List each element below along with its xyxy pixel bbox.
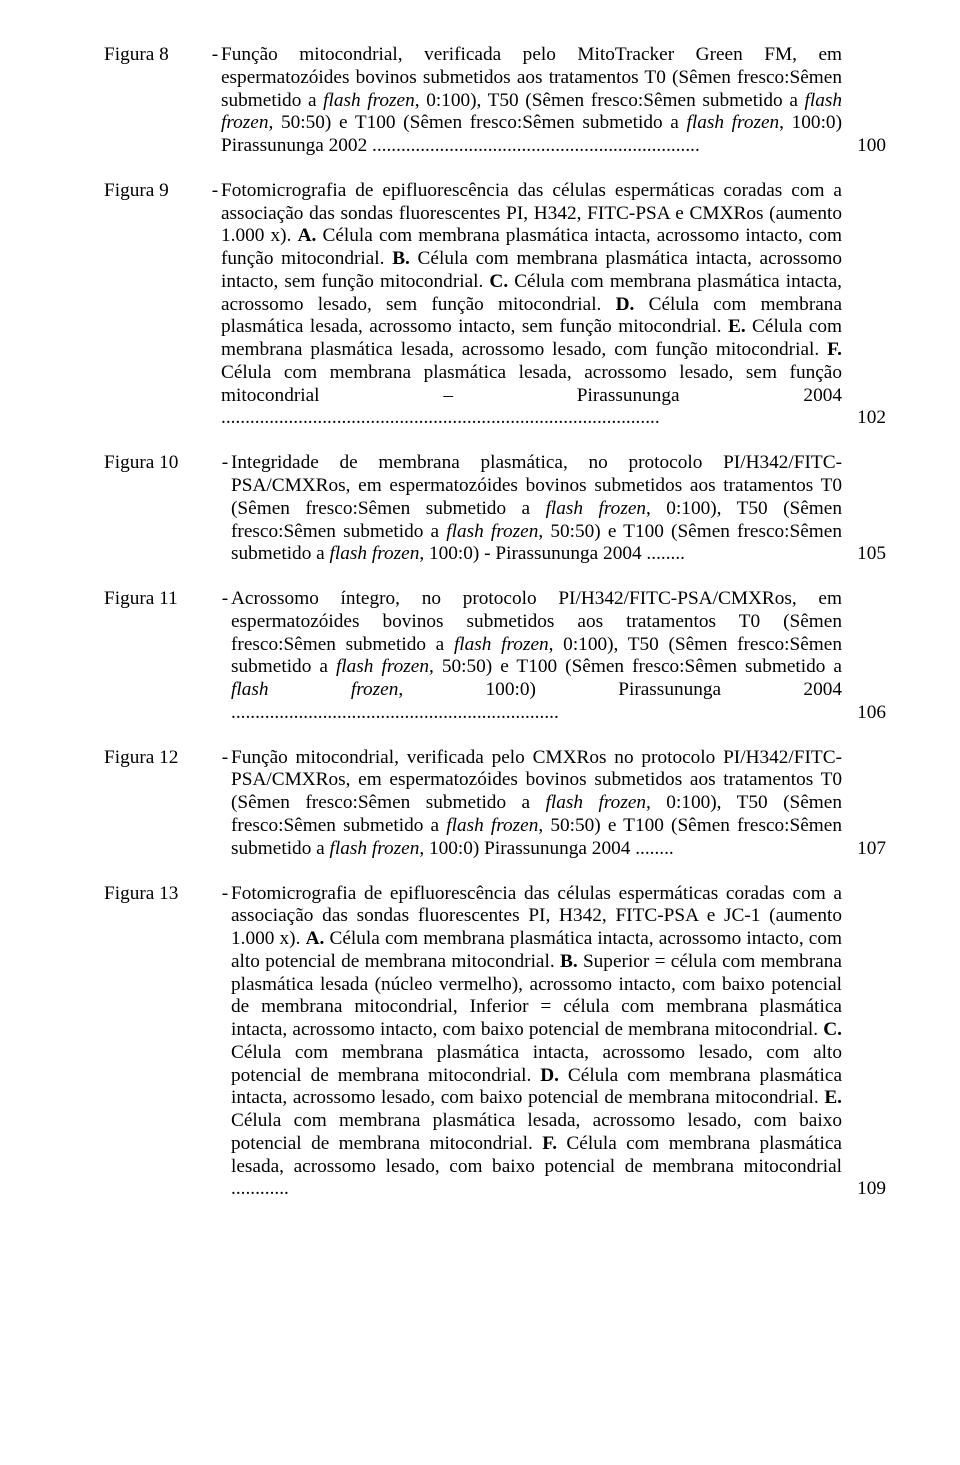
figure-label: Figura 10 (104, 452, 219, 475)
separator-dash: - (209, 44, 221, 67)
separator-dash: - (209, 180, 221, 203)
text-segment: , 0:100), T50 (Sêmen fresco:Sêmen submet… (415, 90, 805, 111)
text-segment: A. (298, 225, 317, 246)
text-segment: F. (542, 1133, 557, 1154)
text-segment: , 50:50) e T100 (Sêmen fresco:Sêmen subm… (429, 656, 842, 677)
figure-description: Integridade de membrana plasmática, no p… (231, 452, 886, 566)
separator-dash: - (219, 588, 231, 611)
text-segment: flash frozen (687, 112, 780, 133)
text-segment: D. (540, 1065, 559, 1086)
page-number: 109 (846, 1178, 886, 1201)
text-segment: flash frozen (546, 498, 646, 519)
text-segment: flash frozen (446, 815, 538, 836)
page-number: 100 (846, 135, 886, 158)
figure-list: Figura 8-Função mitocondrial, verificada… (104, 44, 886, 1201)
text-segment: , 100:0) - Pirassununga 2004 ........ (419, 543, 685, 564)
separator-dash: - (219, 452, 231, 475)
text-segment: C. (489, 271, 508, 292)
text-segment: , 100:0) Pirassununga 2004 ........ (419, 838, 673, 859)
text-segment: C. (823, 1019, 842, 1040)
figure-label: Figura 12 (104, 747, 219, 770)
figure-entry: Figura 9-Fotomicrografia de epifluorescê… (104, 180, 886, 430)
text-segment: F. (827, 339, 842, 360)
text-segment: E. (728, 316, 746, 337)
text-segment: B. (560, 951, 578, 972)
page-number: 102 (846, 407, 886, 430)
text-segment: flash frozen (454, 634, 549, 655)
figure-entry: Figura 11-Acrossomo íntegro, no protocol… (104, 588, 886, 725)
text-segment: B. (392, 248, 410, 269)
figure-entry: Figura 12-Função mitocondrial, verificad… (104, 747, 886, 861)
separator-dash: - (219, 747, 231, 770)
text-segment: , 50:50) e T100 (Sêmen fresco:Sêmen subm… (269, 112, 687, 133)
figure-description: Fotomicrografia de epifluorescência das … (231, 883, 886, 1202)
separator-dash: - (219, 883, 231, 906)
figure-entry: Figura 8-Função mitocondrial, verificada… (104, 44, 886, 158)
text-segment: flash frozen (231, 679, 398, 700)
text-segment: D. (616, 294, 635, 315)
page-number: 105 (846, 543, 886, 566)
figure-entry: Figura 10-Integridade de membrana plasmá… (104, 452, 886, 566)
figure-description: Função mitocondrial, verificada pelo CMX… (231, 747, 886, 861)
text-segment: flash frozen (546, 792, 646, 813)
text-segment: A. (306, 928, 325, 949)
text-segment: flash frozen (330, 543, 420, 564)
text-segment: Célula com membrana plasmática lesada, a… (221, 362, 842, 429)
figure-label: Figura 9 (104, 180, 209, 203)
figure-entry: Figura 13-Fotomicrografia de epifluoresc… (104, 883, 886, 1202)
figure-description: Fotomicrografia de epifluorescência das … (221, 180, 886, 430)
page-number: 107 (846, 838, 886, 861)
figure-description: Função mitocondrial, verificada pelo Mit… (221, 44, 886, 158)
figure-label: Figura 8 (104, 44, 209, 67)
text-segment: flash frozen (323, 90, 415, 111)
text-segment: flash frozen (330, 838, 420, 859)
figure-description: Acrossomo íntegro, no protocolo PI/H342/… (231, 588, 886, 725)
figure-label: Figura 13 (104, 883, 219, 906)
page-number: 106 (846, 702, 886, 725)
text-segment: E. (824, 1087, 842, 1108)
text-segment: flash frozen (446, 521, 538, 542)
text-segment: flash frozen (336, 656, 429, 677)
figure-label: Figura 11 (104, 588, 219, 611)
